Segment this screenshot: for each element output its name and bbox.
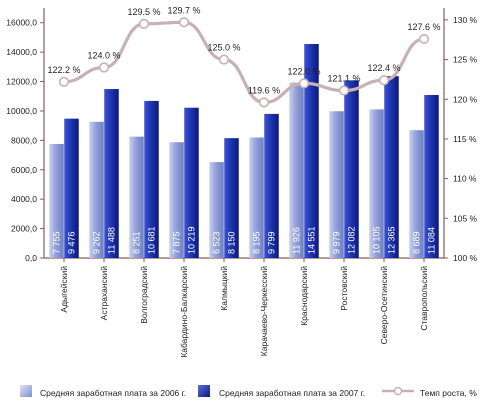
legend-swatch-2006 <box>20 385 32 397</box>
category-label: Краснодарский <box>299 266 309 326</box>
y-right-tick-label: 125 % <box>453 55 478 65</box>
bar-2007-label: 8 150 <box>227 231 237 254</box>
bar-2007-label: 11 488 <box>107 227 117 254</box>
bar-2007 <box>224 138 239 258</box>
growth-rate-point <box>58 76 70 87</box>
bar-2006-label: 6 523 <box>212 231 222 254</box>
growth-rate-label: 129.7 % <box>167 5 200 15</box>
category-label: Ростовский <box>339 266 349 311</box>
y-right-tick-label: 110 % <box>453 174 477 184</box>
y-left-tick-label: 16000,0 <box>6 18 37 28</box>
growth-rate-label: 121.1 % <box>327 74 360 84</box>
bar-2006 <box>289 82 304 258</box>
growth-rate-point <box>418 33 430 45</box>
bar-2006-label: 9 262 <box>92 231 102 254</box>
bar-2006-label: 8 195 <box>252 231 262 254</box>
category-label: Адыгейский <box>59 266 69 313</box>
growth-rate-label: 127.6 % <box>407 22 440 32</box>
bar-2007 <box>184 107 199 259</box>
category-label: Волгоградский <box>139 266 149 324</box>
bar-2006 <box>49 143 64 258</box>
category-label: Кабардино-Балкарский <box>179 266 189 358</box>
bar-2007 <box>344 80 359 258</box>
bar-2007 <box>264 113 279 258</box>
growth-rate-point <box>378 75 390 86</box>
legend-label-2006: Средняя заработная плата за 2006 г. <box>40 388 186 398</box>
category-label: Северо-Осетинский <box>379 266 389 345</box>
bar-2007-label: 9 476 <box>67 231 77 254</box>
bar-2007-label: 12 365 <box>387 226 397 254</box>
bar-2006 <box>209 162 224 258</box>
y-left-tick-label: 6000,0 <box>11 165 37 175</box>
bar-2007 <box>144 100 159 258</box>
legend-label-2007: Средняя заработная плата за 2007 г. <box>219 388 365 398</box>
y-right-tick-label: 100 % <box>453 253 478 263</box>
growth-rate-label: 125.0 % <box>207 43 240 53</box>
bar-2006 <box>329 111 344 258</box>
growth-rate-label: 119.6 % <box>248 85 280 95</box>
legend-swatch-2007 <box>198 385 210 397</box>
y-left-tick-label: 10000,0 <box>6 106 37 116</box>
bar-2006-label: 7 875 <box>172 231 182 254</box>
y-left-tick-label: 2000,0 <box>11 224 37 234</box>
bar-2006-label: 11 926 <box>292 227 302 254</box>
y-left-tick-label: 0,0 <box>25 253 37 263</box>
category-label: Ставропольский <box>419 266 429 331</box>
bar-2006 <box>409 130 424 258</box>
legend-label-growth: Темп роста, % <box>420 388 477 398</box>
growth-rate-label: 122.4 % <box>367 63 400 73</box>
bar-2006-label: 8 689 <box>412 231 422 254</box>
growth-rate-point <box>298 78 310 89</box>
bar-2007-label: 10 219 <box>187 226 197 254</box>
bar-2006 <box>129 136 144 258</box>
bar-2007 <box>384 76 399 258</box>
bar-2007-label: 14 551 <box>307 226 317 254</box>
growth-rate-point <box>138 18 150 29</box>
bar-2007 <box>104 89 119 258</box>
bar-2006 <box>169 142 184 258</box>
bar-2006-label: 9 979 <box>332 231 342 254</box>
bar-2006-label: 8 251 <box>132 231 142 254</box>
category-label: Астраханский <box>99 266 109 321</box>
growth-rate-line <box>63 20 425 105</box>
growth-rate-point <box>338 85 350 96</box>
bar-2007-label: 12 082 <box>347 226 357 254</box>
bar-2006-label: 10 105 <box>372 226 382 254</box>
growth-rate-point <box>218 54 230 65</box>
growth-rate-point <box>178 17 190 28</box>
legend-marker-growth <box>393 386 403 396</box>
bar-2006 <box>249 137 264 258</box>
growth-rate-point <box>98 62 110 73</box>
y-right-tick-label: 105 % <box>453 213 478 223</box>
bar-2006-label: 7 755 <box>52 231 62 254</box>
growth-rate-label: 124.0 % <box>87 51 120 61</box>
y-left-tick-label: 12000,0 <box>6 77 37 87</box>
bar-2007-label: 10 681 <box>147 226 157 254</box>
y-left-tick-label: 8000,0 <box>11 135 37 145</box>
bar-2007 <box>304 44 319 258</box>
category-label: Карачаево-Черкесский <box>259 266 269 356</box>
y-right-tick-label: 115 % <box>453 134 477 144</box>
y-right-tick-label: 120 % <box>453 94 478 104</box>
bar-2006 <box>89 121 104 258</box>
growth-rate-point <box>258 97 270 108</box>
bar-2007-label: 11 084 <box>427 227 437 254</box>
bar-2007 <box>424 95 439 258</box>
category-label: Калмыцкий <box>219 266 229 311</box>
y-left-tick-label: 14000,0 <box>6 47 37 57</box>
bar-2006 <box>369 109 384 258</box>
y-right-tick-label: 130 % <box>453 15 478 25</box>
legend: Средняя заработная плата за 2006 г. Средн… <box>20 385 477 398</box>
y-left-tick-label: 4000,0 <box>11 194 37 204</box>
bar-2007-label: 9 799 <box>267 231 277 254</box>
bar-2007 <box>64 118 79 258</box>
growth-rate-label: 129.5 % <box>127 7 160 17</box>
growth-rate-label: 122.2 % <box>47 65 80 75</box>
growth-rate-label: 122.0 % <box>287 66 320 76</box>
